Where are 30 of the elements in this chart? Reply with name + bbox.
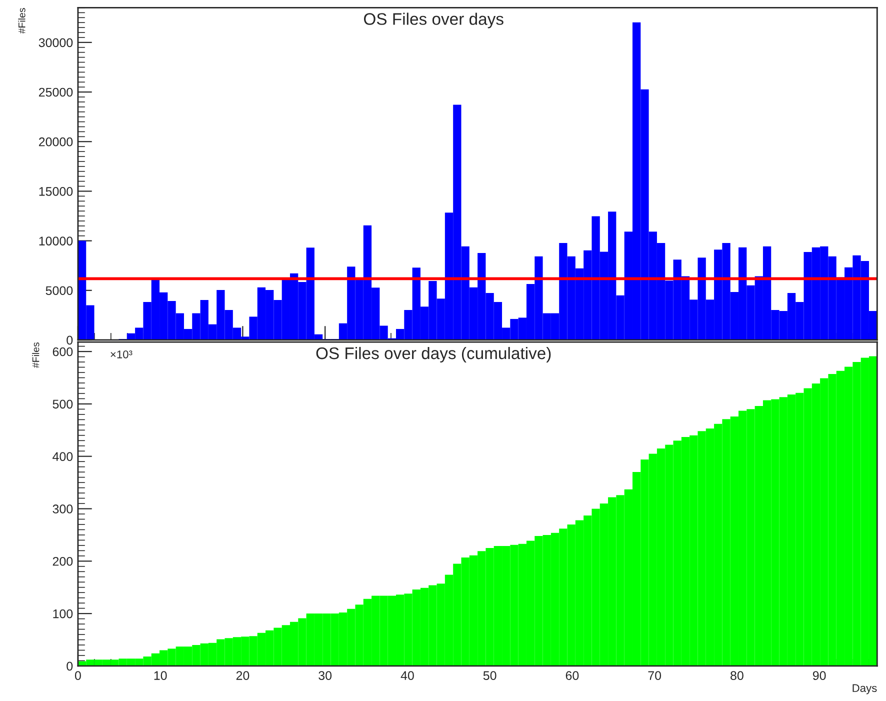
y-tick-label: 200 (52, 556, 73, 566)
y-tick-label: 20000 (38, 137, 73, 146)
y-tick-label: 5000 (46, 286, 73, 296)
y-tick-label: 30000 (38, 38, 73, 48)
y-tick-label: 10000 (39, 236, 73, 246)
y-tick-label: 300 (52, 504, 73, 514)
x-tick-label: 30 (318, 671, 332, 680)
chart-title: OS Files over days (cumulative) (316, 346, 551, 362)
annotation: ×10³ (110, 350, 132, 358)
y-tick-label: 15000 (39, 187, 73, 196)
chart-title: OS Files over days (364, 12, 504, 28)
x-tick-label: 20 (236, 671, 250, 680)
y-axis-title: #Files (32, 342, 40, 368)
x-tick-label: 60 (566, 671, 579, 680)
y-tick-label: 100 (53, 609, 73, 618)
y-axis-title: #Files (18, 8, 26, 34)
y-tick-label: 0 (66, 336, 73, 345)
y-tick-label: 600 (52, 347, 73, 356)
x-tick-label: 50 (483, 671, 496, 680)
x-tick-label: 0 (74, 671, 81, 680)
x-tick-label: 40 (400, 671, 414, 680)
x-tick-label: 70 (648, 671, 662, 680)
y-tick-label: 500 (52, 400, 73, 409)
x-tick-label: 10 (154, 671, 167, 680)
x-tick-label: 90 (812, 671, 826, 680)
y-tick-label: 0 (66, 662, 73, 671)
x-axis-title: Days (852, 684, 877, 694)
y-tick-label: 400 (52, 452, 73, 461)
y-tick-label: 25000 (38, 88, 73, 97)
x-tick-label: 80 (730, 671, 744, 680)
